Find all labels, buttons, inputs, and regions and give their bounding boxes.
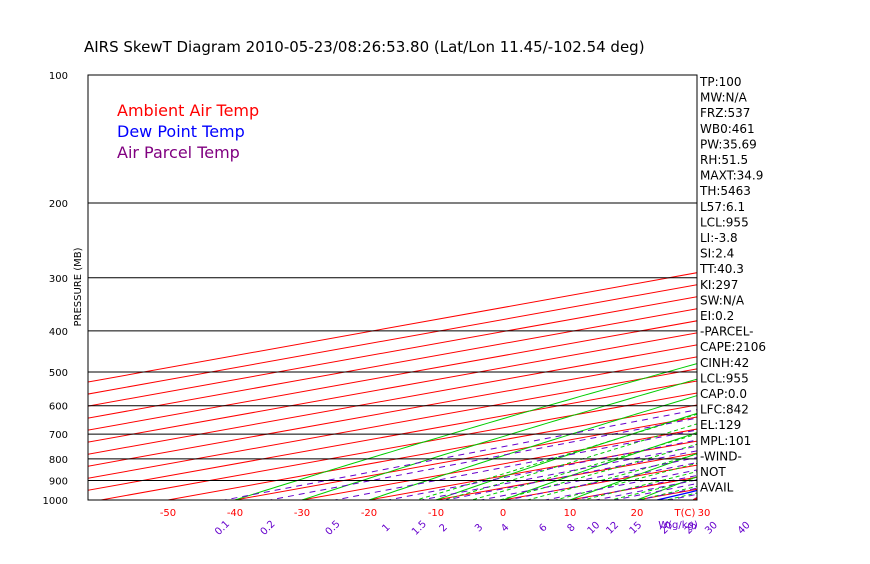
index-value: -PARCEL-	[700, 325, 754, 339]
index-value: NOT	[700, 465, 726, 479]
mixing-ratio-tick-label: 1	[380, 522, 392, 534]
bottom-temp-tick-label: -10	[428, 508, 444, 519]
index-value: FRZ:537	[700, 106, 750, 120]
index-value: WB0:461	[700, 122, 755, 136]
dry-adiabat-line	[207, 75, 870, 509]
legend-entry: Air Parcel Temp	[117, 143, 240, 162]
pressure-tick-label: 700	[49, 430, 68, 441]
index-value: LCL:955	[700, 215, 749, 229]
mixing-ratio-line	[649, 244, 870, 509]
index-value: SW:N/A	[700, 293, 745, 307]
isotherm-line	[252, 66, 870, 510]
isotherm-line	[386, 66, 870, 510]
pressure-tick-label: 900	[49, 477, 68, 488]
bottom-temp-tick-label: 0	[500, 508, 506, 519]
index-value: LCL:955	[700, 371, 749, 385]
mixing-ratio-tick-label: 15	[628, 520, 645, 537]
pressure-tick-label: 500	[49, 368, 68, 379]
bottom-temp-tick-label: -40	[227, 508, 243, 519]
index-value: CAP:0.0	[700, 387, 747, 401]
mixing-ratio-tick-label: 40	[736, 520, 753, 537]
mixing-ratio-tick-label: 8	[566, 522, 578, 534]
mixing-ratio-tick-label: 6	[537, 522, 549, 534]
moist-adiabat-line	[493, 203, 870, 509]
pressure-tick-label: 100	[49, 71, 68, 82]
mixing-ratio-tick-label: 3	[473, 522, 485, 534]
bottom-temp-tick-label: 30	[698, 508, 711, 519]
mixing-ratio-tick-label: 0.5	[324, 519, 343, 538]
mixing-ratio-line	[500, 244, 870, 509]
legend: Ambient Air Temp Dew Point Temp Air Parcel…	[117, 101, 259, 162]
pressure-tick-label: 400	[49, 327, 68, 338]
index-value: RH:51.5	[700, 153, 748, 167]
bottom-temp-tick-label: -20	[361, 508, 377, 519]
index-value: TT:40.3	[699, 262, 744, 276]
isotherm-line	[453, 66, 870, 510]
y-axis-label: PRESSURE (MB)	[73, 247, 84, 326]
index-value: TH:5463	[699, 184, 751, 198]
index-value: SI:2.4	[700, 247, 734, 261]
moist-adiabat-line	[654, 203, 870, 509]
index-value: PW:35.69	[700, 137, 757, 151]
index-value: EL:129	[700, 418, 741, 432]
index-value: KI:297	[700, 278, 738, 292]
bottom-temp-tick-label: -50	[160, 508, 176, 519]
moist-adiabat-line	[386, 203, 870, 509]
mixing-ratio-line	[375, 244, 870, 509]
bottom-temp-tick-label: 20	[631, 508, 644, 519]
pressure-tick-label: 300	[49, 274, 68, 285]
dry-adiabat-line	[479, 75, 870, 509]
mixing-ratio-tick-label: 0.1	[213, 519, 232, 538]
dry-adiabat-line	[818, 75, 870, 509]
index-value: L57:6.1	[700, 200, 745, 214]
index-value: MAXT:34.9	[700, 169, 763, 183]
axes: -120-110-100-90-80-70-60-50-40-50-40-30-…	[160, 58, 870, 538]
index-value: LFC:842	[700, 403, 749, 417]
chart-title: AIRS SkewT Diagram 2010-05-23/08:26:53.8…	[84, 38, 645, 56]
mixing-ratio-tick-label: 2	[438, 522, 450, 534]
mixing-ratio-tick-label: 1.5	[410, 519, 429, 538]
index-value: CAPE:2106	[700, 340, 766, 354]
bottom-temp-tick-label: 10	[564, 508, 577, 519]
legend-entry: Dew Point Temp	[117, 122, 245, 141]
isotherm-line	[654, 66, 870, 510]
index-value: AVAIL	[700, 481, 734, 495]
temp-axis-label: T(C)	[674, 508, 696, 519]
index-value: MPL:101	[700, 434, 751, 448]
pressure-tick-label: 1000	[43, 496, 68, 507]
index-value: TP:100	[699, 75, 742, 89]
mixing-ratio-line	[288, 244, 870, 509]
mixing-ratio-tick-label: 30	[703, 520, 720, 537]
isotherm-line	[788, 66, 870, 510]
index-value: EI:0.2	[700, 309, 734, 323]
cape-hatching	[801, 126, 870, 468]
pressure-tick-label: 200	[49, 199, 68, 210]
bottom-temp-tick-label: -30	[294, 508, 310, 519]
legend-entry: Ambient Air Temp	[117, 101, 259, 120]
index-value: -WIND-	[700, 449, 742, 463]
pressure-tick-label: 600	[49, 402, 68, 413]
mixing-ratio-tick-label: 10	[586, 520, 603, 537]
dry-adiabat-line	[275, 75, 870, 509]
isotherm-line	[319, 66, 870, 510]
index-value: CINH:42	[700, 356, 749, 370]
index-value: MW:N/A	[700, 91, 748, 105]
pressure-tick-label: 800	[49, 455, 68, 466]
index-value: LI:-3.8	[700, 231, 738, 245]
isotherm-line	[520, 66, 870, 510]
dry-adiabat-line	[750, 75, 870, 509]
mixing-ratio-tick-label: 0.2	[259, 519, 278, 538]
mixing-ratio-axis-label: W(g/kg)	[658, 520, 698, 531]
mixing-ratio-tick-label: 4	[499, 522, 511, 534]
dry-adiabat-line	[343, 75, 870, 509]
mixing-ratio-tick-label: 12	[604, 520, 621, 537]
